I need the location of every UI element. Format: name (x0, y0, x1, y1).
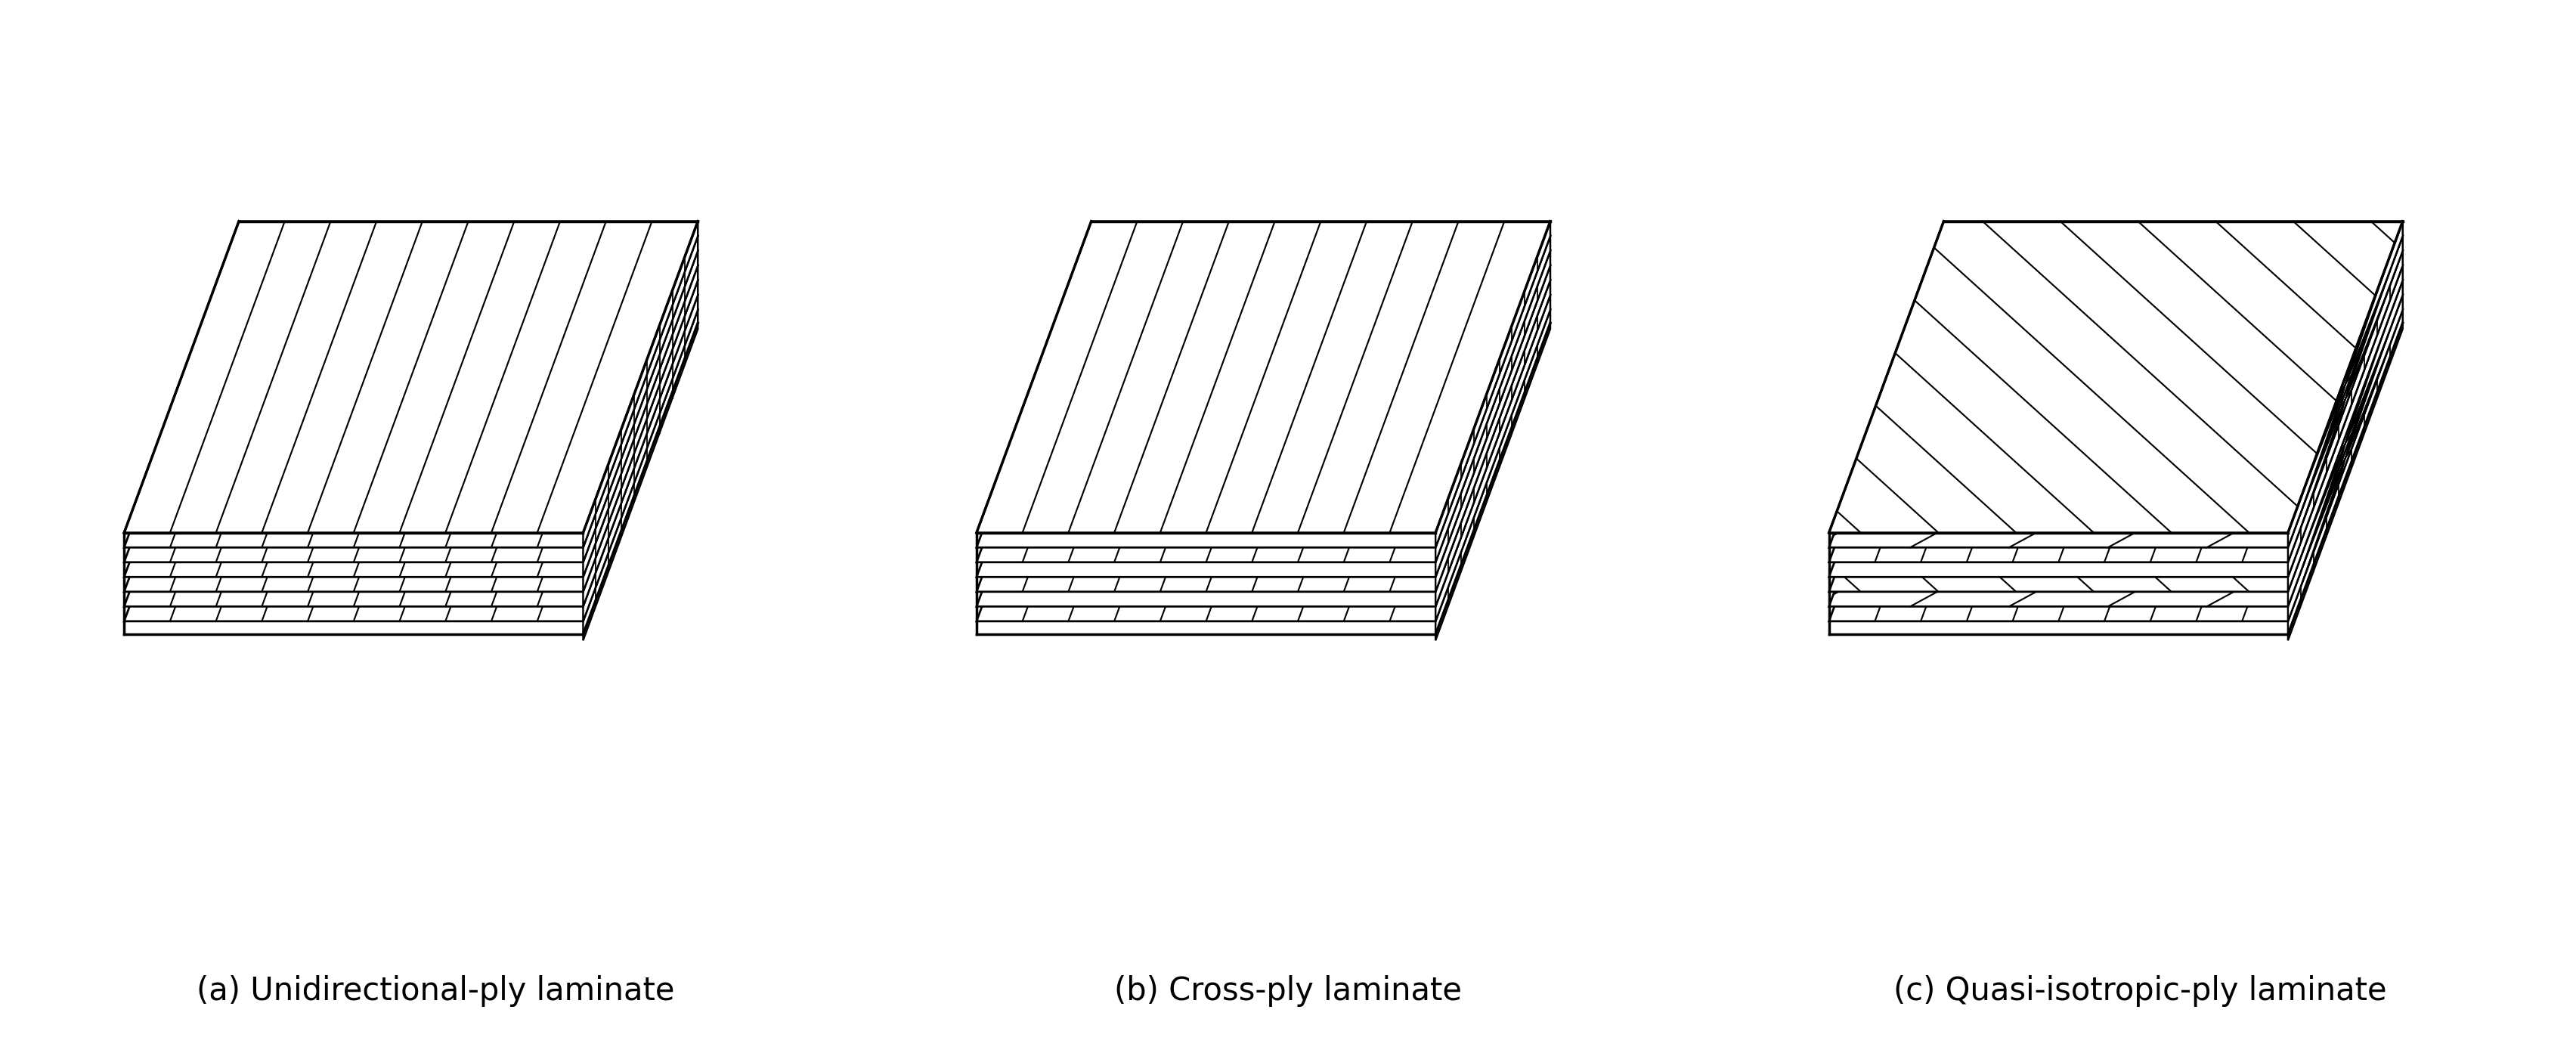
Polygon shape (582, 295, 698, 621)
Polygon shape (1829, 309, 2403, 621)
Polygon shape (1829, 295, 2403, 606)
Polygon shape (1435, 222, 1551, 547)
Polygon shape (582, 222, 698, 547)
Polygon shape (976, 295, 1551, 606)
Polygon shape (124, 280, 698, 591)
Polygon shape (124, 295, 698, 606)
Polygon shape (976, 250, 1551, 562)
Polygon shape (976, 222, 1551, 532)
Polygon shape (2287, 235, 2403, 562)
Polygon shape (976, 265, 1551, 577)
Polygon shape (582, 265, 698, 591)
Polygon shape (1435, 295, 1551, 621)
Polygon shape (976, 235, 1551, 547)
Text: (a) Unidirectional-ply laminate: (a) Unidirectional-ply laminate (196, 976, 675, 1007)
Polygon shape (2287, 280, 2403, 606)
Polygon shape (2287, 222, 2403, 547)
Polygon shape (582, 250, 698, 577)
Polygon shape (2287, 265, 2403, 591)
Polygon shape (124, 265, 698, 577)
Polygon shape (2287, 250, 2403, 577)
Polygon shape (2287, 295, 2403, 621)
Polygon shape (1435, 309, 1551, 640)
Text: (b) Cross-ply laminate: (b) Cross-ply laminate (1115, 976, 1461, 1007)
Polygon shape (124, 250, 698, 562)
Polygon shape (1829, 222, 2403, 532)
Polygon shape (1435, 235, 1551, 562)
Polygon shape (2287, 309, 2403, 640)
Polygon shape (582, 235, 698, 562)
Polygon shape (1435, 265, 1551, 591)
Polygon shape (124, 222, 698, 532)
Text: (c) Quasi-isotropic-ply laminate: (c) Quasi-isotropic-ply laminate (1893, 976, 2388, 1007)
Polygon shape (976, 309, 1551, 621)
Polygon shape (582, 309, 698, 640)
Polygon shape (1829, 250, 2403, 562)
Polygon shape (124, 235, 698, 547)
Polygon shape (1829, 265, 2403, 577)
Polygon shape (1829, 280, 2403, 591)
Polygon shape (1435, 250, 1551, 577)
Polygon shape (582, 280, 698, 606)
Polygon shape (124, 309, 698, 621)
Polygon shape (976, 280, 1551, 591)
Polygon shape (1829, 235, 2403, 547)
Polygon shape (1435, 280, 1551, 606)
